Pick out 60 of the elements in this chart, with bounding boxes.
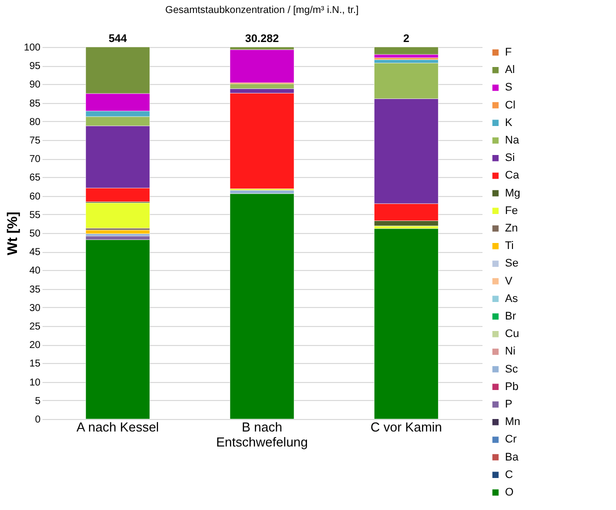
y-tick-label: 0	[34, 414, 41, 426]
chart-title: Gesamtstaubkonzentration / [mg/m³ i.N., tr.]	[165, 5, 359, 16]
legend-label: Zn	[505, 222, 518, 234]
legend-label: Cl	[505, 99, 516, 112]
bar	[230, 193, 294, 420]
legend-label: Ba	[505, 451, 520, 464]
y-tick-label: 35	[29, 284, 41, 296]
y-tick-label: 90	[29, 80, 41, 91]
x-tick-label: C vor Kamin	[370, 420, 442, 434]
legend-label: Mg	[505, 187, 520, 200]
legend-label: F	[505, 46, 512, 58]
y-tick-label: 95	[29, 61, 41, 72]
legend-label: Cu	[505, 328, 520, 340]
legend-label: Cr	[505, 434, 517, 446]
legend-label: Pb	[505, 380, 518, 393]
bar	[374, 46, 438, 55]
y-tick-label: 25	[29, 322, 41, 332]
legend-label: O	[505, 486, 514, 498]
y-tick-label: 45	[29, 247, 41, 258]
legend-label: C	[505, 468, 513, 481]
y-tick-label: 100	[24, 42, 41, 54]
y-tick-label: 20	[29, 340, 41, 352]
legend-label: Ca	[505, 170, 520, 182]
annotation: 2	[403, 33, 410, 45]
legend-label: K	[505, 116, 513, 129]
y-tick-label: 55	[29, 210, 41, 221]
legend-label: Si	[505, 152, 515, 164]
annotation: 544	[108, 33, 128, 45]
y-tick-label: 80	[29, 116, 41, 128]
y-tick-label: 5	[34, 396, 41, 407]
y-tick-label: 60	[29, 191, 41, 202]
y-tick-label: 30	[29, 302, 41, 314]
legend-label: Na	[505, 134, 520, 146]
y-axis-title: Wt [%]	[4, 212, 20, 256]
legend-label: P	[505, 398, 512, 410]
y-tick-label: 15	[29, 358, 41, 370]
y-tick-label: 50	[29, 228, 41, 240]
y-tick-label: 70	[29, 154, 41, 166]
legend-label: Mn	[505, 416, 520, 428]
legend-label: S	[505, 82, 512, 94]
legend-label: V	[505, 275, 513, 288]
bar	[86, 240, 150, 420]
legend-label: Ti	[505, 240, 514, 252]
y-tick-label: 75	[29, 136, 41, 146]
legend-label: Fe	[505, 204, 518, 217]
legend-label: Sc	[505, 363, 518, 376]
y-tick-label: 10	[29, 377, 41, 388]
legend-label: Se	[505, 258, 518, 270]
y-tick-label: 85	[29, 98, 41, 110]
legend-label: Al	[505, 64, 515, 76]
legend-label: Br	[505, 310, 516, 322]
x-tick-label: A nach Kessel	[76, 420, 160, 434]
y-tick-label: 65	[29, 172, 41, 184]
legend-label: As	[505, 292, 518, 305]
x-tick-label: B nach Entschwefelung	[216, 420, 308, 450]
legend-label: Ni	[505, 346, 516, 358]
annotation: 30.282	[245, 33, 279, 45]
bar	[86, 234, 150, 236]
y-tick-label: 40	[29, 266, 41, 277]
bar	[374, 228, 438, 420]
